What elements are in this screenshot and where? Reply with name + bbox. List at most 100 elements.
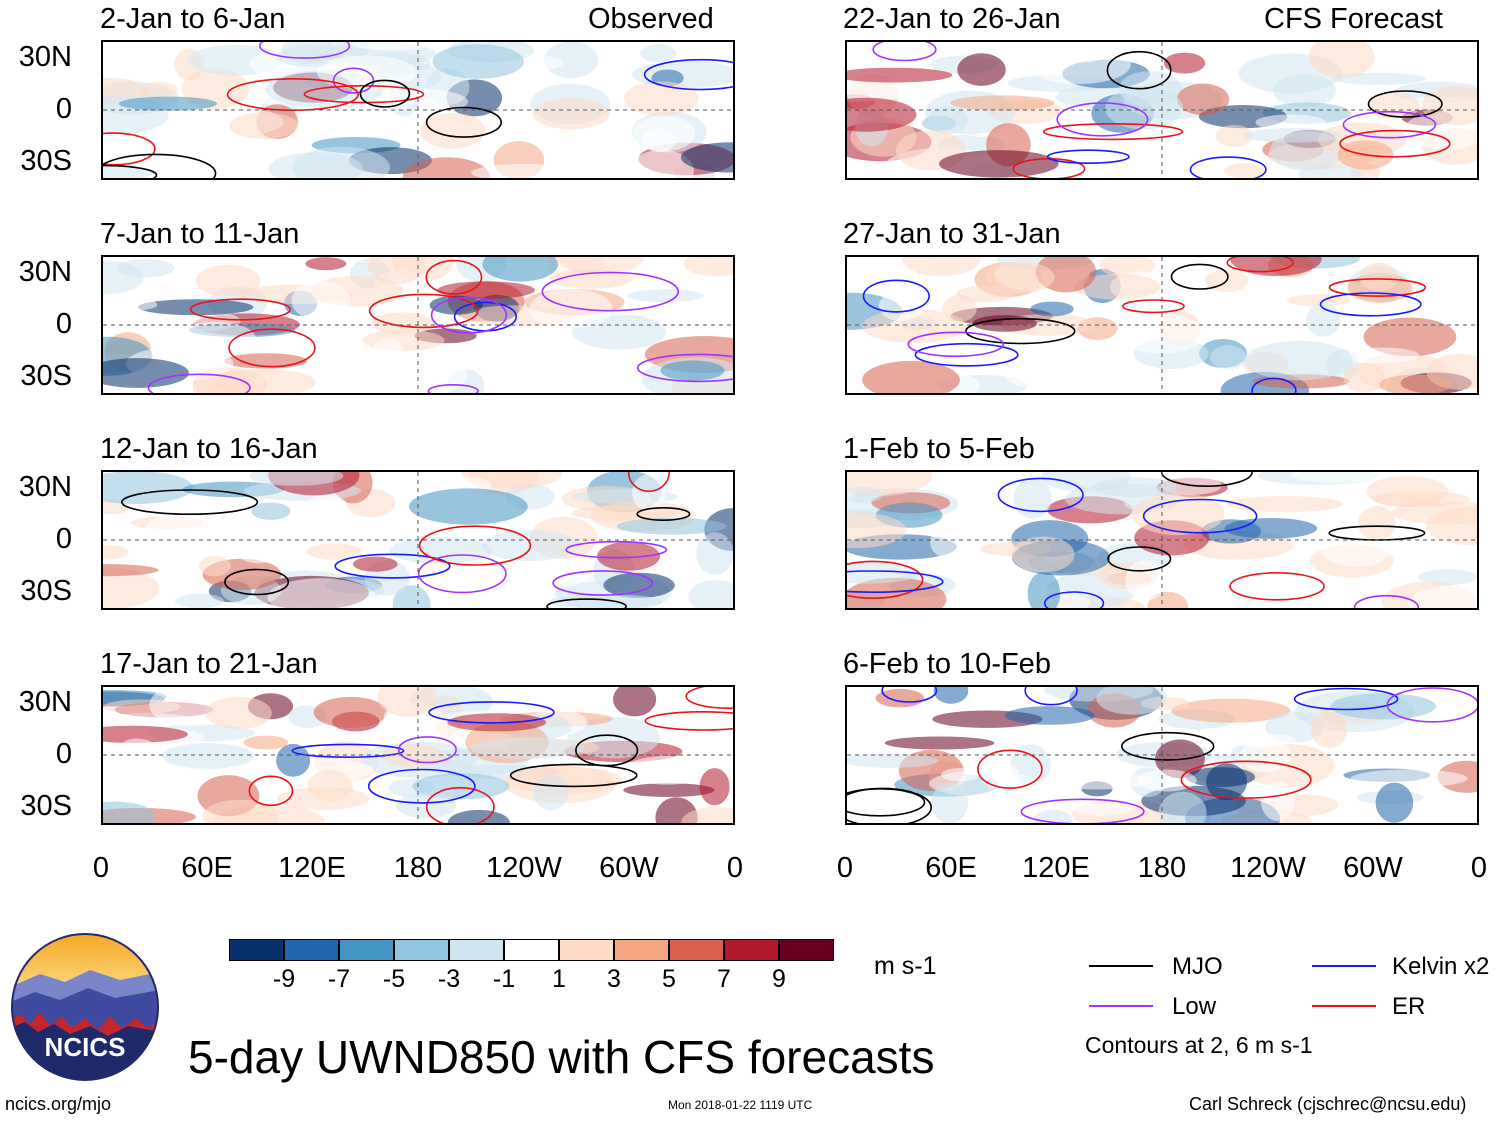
colorbar-bin (449, 939, 504, 961)
anomaly-blob (313, 696, 388, 728)
anomaly-blob (847, 753, 938, 768)
anomaly-blob (103, 165, 155, 178)
wave-contour (359, 79, 411, 108)
colorbar-label: 3 (607, 965, 621, 993)
anomaly-blob (229, 112, 299, 140)
anomaly-blob (1186, 767, 1256, 788)
colorbar-bin (669, 939, 724, 961)
anomaly-blob (1341, 347, 1420, 364)
anomaly-blob (1013, 478, 1052, 519)
wave-contour (1367, 90, 1443, 118)
colorbar-bin (614, 939, 669, 961)
legend-label-mjo: MJO (1172, 953, 1223, 980)
colorbar-label: -3 (437, 965, 461, 993)
wave-contour (418, 525, 532, 566)
anomaly-blob (138, 299, 254, 316)
anomaly-blob (1350, 769, 1468, 788)
anomaly-blob (878, 290, 925, 322)
wave-contour (509, 763, 638, 788)
colorbar-bin (229, 939, 284, 961)
anomaly-blob (292, 146, 390, 178)
panel-title-7: 1-Feb to 5-Feb (843, 433, 1035, 465)
anomaly-blob (1408, 584, 1477, 608)
anomaly-blob (1255, 114, 1326, 131)
colorbar-label: -1 (492, 965, 516, 993)
anomaly-blob (862, 360, 960, 393)
wave-contour (1251, 377, 1297, 393)
colorbar-label: 7 (717, 965, 731, 993)
map-panel (101, 685, 735, 825)
anomaly-blob (847, 512, 907, 549)
colorbar-bin (724, 939, 779, 961)
panel-field (847, 472, 1477, 608)
footer-url[interactable]: ncics.org/mjo (5, 1094, 112, 1114)
y-tick-label: 0 (55, 738, 72, 770)
wave-contour (226, 77, 359, 111)
anomaly-blob (103, 725, 188, 743)
y-tick-label: 30N (18, 41, 72, 73)
anomaly-blob (680, 142, 733, 173)
anomaly-blob (1359, 262, 1399, 291)
anomaly-blob (613, 687, 657, 717)
anomaly-blob (681, 806, 733, 823)
legend-line-kelvin (1312, 965, 1376, 967)
wave-contour (643, 58, 733, 91)
anomaly-blob (1357, 506, 1396, 541)
x-tick-label: 0 (1470, 852, 1488, 884)
x-tick-label: 180 (393, 852, 443, 884)
wave-contour (977, 749, 1043, 789)
wave-contour (120, 489, 259, 516)
anomaly-blob (529, 288, 613, 329)
anomaly-blob (985, 261, 1055, 294)
map-panel (101, 255, 735, 395)
anomaly-blob (930, 526, 965, 558)
wave-contour (1020, 798, 1145, 823)
ncics-logo: NCICS (10, 932, 160, 1082)
wave-contour (872, 42, 937, 62)
wave-contour (1121, 731, 1215, 761)
anomaly-blob (409, 488, 528, 525)
wave-contour (1328, 278, 1427, 297)
x-tick-label: 180 (1137, 852, 1187, 884)
anomaly-blob (1417, 569, 1477, 585)
anomaly-blob (306, 543, 362, 560)
panel-field (847, 257, 1477, 393)
anomaly-blob (482, 257, 558, 282)
anomaly-blob (243, 735, 289, 750)
wave-contour (228, 328, 316, 368)
anomaly-blob (307, 770, 353, 802)
colorbar-label: -7 (327, 965, 351, 993)
anomaly-blob (1066, 790, 1138, 816)
wave-contour (427, 384, 479, 393)
anomaly-blob (1073, 274, 1161, 300)
wave-contour (552, 570, 654, 596)
y-tick-label: 30S (20, 360, 72, 392)
wave-contour (965, 317, 1076, 345)
anomaly-blob (103, 472, 194, 504)
anomaly-blob (603, 572, 675, 598)
anomaly-blob (1363, 317, 1457, 357)
wave-contour (425, 786, 495, 823)
contour-note: Contours at 2, 6 m s-1 (1085, 1032, 1313, 1058)
wave-contour (417, 554, 507, 594)
anomaly-blob (696, 532, 733, 575)
wave-contour (636, 353, 733, 383)
anomaly-blob (389, 537, 493, 564)
wave-contour (103, 153, 217, 178)
panel-title-3: 12-Jan to 16-Jan (100, 433, 318, 465)
anomaly-blob (201, 529, 311, 560)
anomaly-blob (1226, 496, 1344, 513)
anomaly-blob (1224, 163, 1266, 178)
y-tick-label: 0 (55, 523, 72, 555)
anomaly-blob (627, 289, 704, 303)
wave-contour (847, 570, 944, 593)
panel-title-4: 17-Jan to 21-Jan (100, 648, 318, 680)
map-panel (101, 40, 735, 180)
wave-contour (1386, 687, 1477, 723)
anomaly-blob (474, 326, 540, 358)
anomaly-blob (688, 580, 733, 608)
anomaly-blob (1375, 782, 1414, 823)
anomaly-blob (276, 743, 311, 777)
anomaly-blob (532, 97, 610, 130)
anomaly-blob (1240, 738, 1291, 773)
